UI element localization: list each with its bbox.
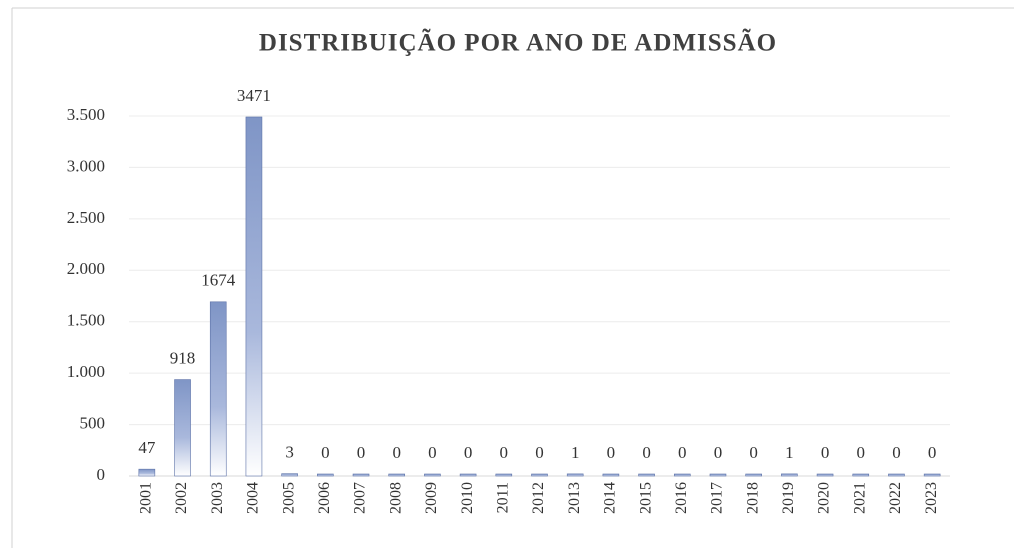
x-tick-label: 2005 (280, 482, 297, 514)
x-tick-label: 2012 (530, 482, 547, 514)
bar (281, 473, 298, 477)
x-tick-label: 2004 (245, 482, 262, 514)
x-tick-label: 2006 (316, 482, 333, 514)
bar (888, 473, 905, 477)
x-tick-label: 2008 (387, 482, 404, 514)
x-tick-label: 2003 (209, 482, 226, 514)
x-tick-label: 2021 (851, 482, 868, 514)
bar (852, 473, 870, 477)
x-tick-label: 2016 (673, 482, 690, 514)
bar (174, 379, 191, 477)
y-tick-label: 500 (80, 413, 106, 432)
bar (424, 473, 441, 477)
data-label: 1 (785, 443, 794, 462)
data-label: 0 (749, 443, 758, 462)
data-label: 0 (392, 443, 401, 462)
data-label: 0 (821, 443, 830, 462)
data-label: 0 (464, 443, 473, 462)
data-label: 918 (170, 348, 196, 367)
chart-title: DISTRIBUIÇÃO POR ANO DE ADMISSÃO (259, 29, 777, 57)
bar (531, 473, 548, 477)
bar (352, 473, 370, 477)
data-label: 3471 (237, 86, 271, 105)
bar (459, 473, 477, 477)
x-tick-label: 2017 (709, 482, 726, 514)
bar (923, 473, 941, 477)
bar (388, 473, 406, 477)
bar (709, 473, 727, 477)
data-label: 0 (928, 443, 937, 462)
x-tick-label: 2013 (566, 482, 583, 514)
bar (495, 473, 513, 477)
y-tick-label: 2.000 (67, 259, 105, 278)
y-tick-label: 1.000 (67, 362, 105, 381)
data-label: 0 (642, 443, 651, 462)
data-label: 0 (428, 443, 437, 462)
bar (138, 468, 156, 477)
data-label: 0 (321, 443, 330, 462)
x-tick-label: 2018 (744, 482, 761, 514)
x-tick-label: 2002 (173, 482, 190, 514)
x-tick-label: 2023 (923, 482, 940, 514)
data-label: 3 (285, 443, 294, 462)
data-label: 0 (678, 443, 687, 462)
y-tick-label: 3.500 (67, 105, 105, 124)
y-tick-label: 1.500 (67, 311, 105, 330)
bar (317, 473, 334, 477)
bar (745, 473, 762, 477)
data-label: 0 (892, 443, 901, 462)
x-tick-label: 2014 (602, 482, 619, 514)
x-tick-label: 2015 (637, 482, 654, 514)
bar (209, 301, 227, 477)
x-tick-label: 2020 (816, 482, 833, 514)
bar (816, 473, 834, 477)
data-label: 0 (714, 443, 723, 462)
x-tick-label: 2019 (780, 482, 797, 514)
x-tick-label: 2007 (352, 482, 369, 514)
data-label: 0 (500, 443, 509, 462)
x-tick-label: 2010 (459, 482, 476, 514)
bar (638, 473, 655, 477)
data-label: 0 (857, 443, 866, 462)
y-tick-label: 2.500 (67, 208, 105, 227)
data-label: 0 (357, 443, 366, 462)
bar (245, 116, 263, 477)
bar (566, 473, 584, 477)
data-label: 1674 (201, 271, 236, 290)
x-tick-label: 2001 (138, 482, 155, 514)
bar (781, 473, 798, 477)
x-tick-label: 2011 (494, 482, 511, 513)
bar (673, 473, 691, 477)
y-tick-label: 3.000 (67, 156, 105, 175)
data-label: 47 (138, 438, 156, 457)
x-tick-label: 2022 (887, 482, 904, 514)
x-tick-label: 2009 (423, 482, 440, 514)
y-tick-label: 0 (97, 465, 106, 484)
data-label: 1 (571, 443, 580, 462)
data-label: 0 (535, 443, 544, 462)
data-label: 0 (607, 443, 616, 462)
bar (602, 473, 620, 477)
